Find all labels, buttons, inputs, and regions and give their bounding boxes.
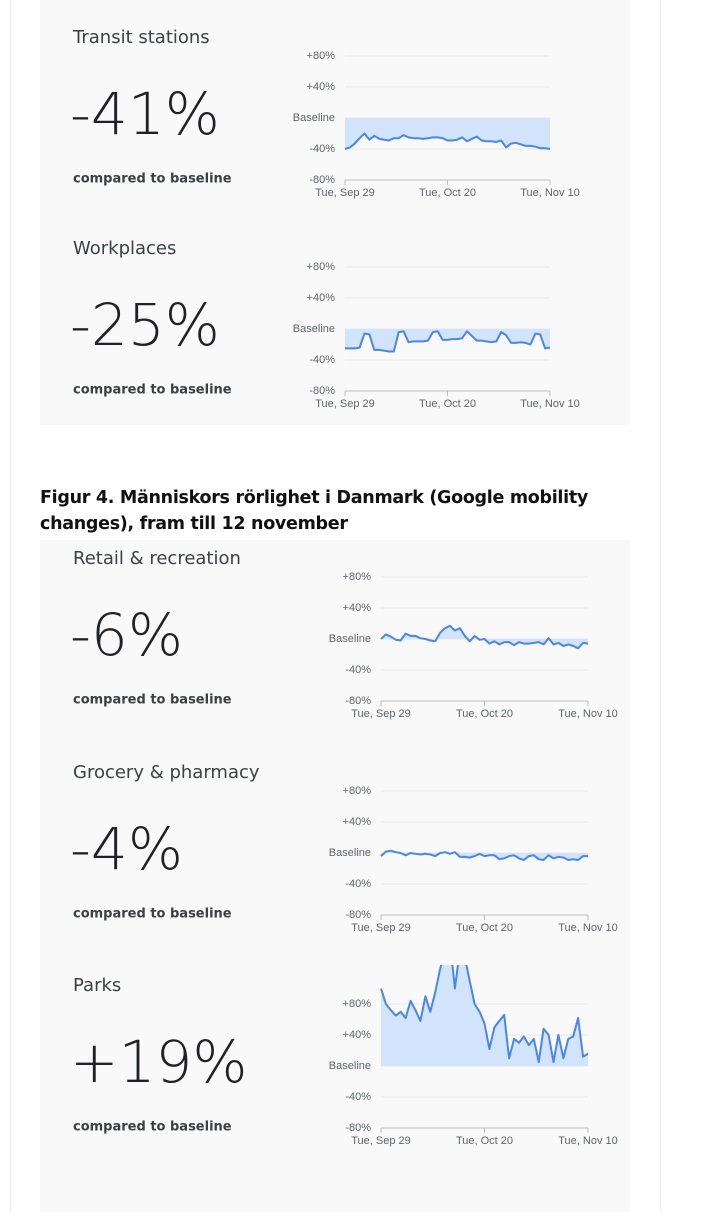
x-tick-label: Tue, Nov 10 <box>558 1135 618 1147</box>
y-tick-label: +40% <box>343 602 372 614</box>
x-tick-label: Tue, Nov 10 <box>558 708 618 720</box>
x-tick-label: Tue, Sep 29 <box>315 398 375 410</box>
y-tick-label: +80% <box>343 785 372 797</box>
x-tick-label: Tue, Nov 10 <box>520 187 580 199</box>
y-tick-label: -80% <box>345 695 371 707</box>
chart-title: Retail & recreation <box>73 548 241 569</box>
x-tick-label: Tue, Sep 29 <box>315 187 375 199</box>
series <box>380 849 588 861</box>
x-tick-label: Tue, Sep 29 <box>351 708 411 720</box>
chart-title: Workplaces <box>73 238 176 259</box>
headline-value: -6% <box>70 601 183 669</box>
line <box>380 624 589 650</box>
x-tick-label: Tue, Oct 20 <box>419 187 476 199</box>
chart-title: Transit stations <box>72 27 210 48</box>
subtitle: compared to baseline <box>73 1120 232 1135</box>
y-tick-label: Baseline <box>329 633 371 645</box>
subtitle: compared to baseline <box>73 693 232 708</box>
x-tick-label: Tue, Oct 20 <box>456 708 513 720</box>
y-tick-label: -40% <box>345 1091 371 1103</box>
line <box>344 132 551 150</box>
x-tick-label: Tue, Sep 29 <box>351 1135 411 1147</box>
y-tick-label: -80% <box>309 385 335 397</box>
y-tick-label: -80% <box>309 174 335 186</box>
chart-title: Grocery & pharmacy <box>73 762 260 783</box>
series <box>380 965 589 1066</box>
y-tick-label: -40% <box>309 143 335 155</box>
y-tick-label: +40% <box>343 816 372 828</box>
series <box>345 329 551 353</box>
x-tick-label: Tue, Sep 29 <box>351 922 411 934</box>
headline-value: -4% <box>70 815 183 883</box>
headline-value: -25% <box>70 291 220 359</box>
y-tick-label: Baseline <box>329 847 371 859</box>
x-tick-label: Tue, Oct 20 <box>456 922 513 934</box>
line <box>380 965 589 1064</box>
series <box>380 624 589 650</box>
subtitle: compared to baseline <box>73 383 232 398</box>
y-tick-label: -40% <box>309 354 335 366</box>
headline-value: -41% <box>70 80 220 148</box>
x-tick-label: Tue, Oct 20 <box>419 398 476 410</box>
panel-card <box>40 0 630 425</box>
y-tick-label: +80% <box>343 571 372 583</box>
y-tick-label: Baseline <box>293 323 335 335</box>
x-tick-label: Tue, Nov 10 <box>558 922 618 934</box>
subtitle: compared to baseline <box>73 172 232 187</box>
series <box>344 118 551 150</box>
y-tick-label: -80% <box>345 909 371 921</box>
subtitle: compared to baseline <box>73 907 232 922</box>
line <box>345 330 551 353</box>
y-tick-label: -40% <box>345 664 371 676</box>
y-tick-label: Baseline <box>329 1060 371 1072</box>
panel-card <box>40 540 630 1212</box>
y-tick-label: +40% <box>343 1029 372 1041</box>
x-tick-label: Tue, Oct 20 <box>456 1135 513 1147</box>
x-tick-label: Tue, Nov 10 <box>520 398 580 410</box>
y-tick-label: +80% <box>343 998 372 1010</box>
area <box>381 965 588 1066</box>
y-tick-label: -80% <box>345 1122 371 1134</box>
y-tick-label: +80% <box>307 261 336 273</box>
y-tick-label: +80% <box>307 50 336 62</box>
y-tick-label: -40% <box>345 878 371 890</box>
y-tick-label: +40% <box>307 292 336 304</box>
headline-value: +19% <box>70 1028 248 1096</box>
y-tick-label: Baseline <box>293 112 335 124</box>
line <box>380 849 588 861</box>
figure-caption: Figur 4. Människors rörlighet i Danmark … <box>40 488 588 534</box>
chart-title: Parks <box>73 975 121 996</box>
y-tick-label: +40% <box>307 81 336 93</box>
